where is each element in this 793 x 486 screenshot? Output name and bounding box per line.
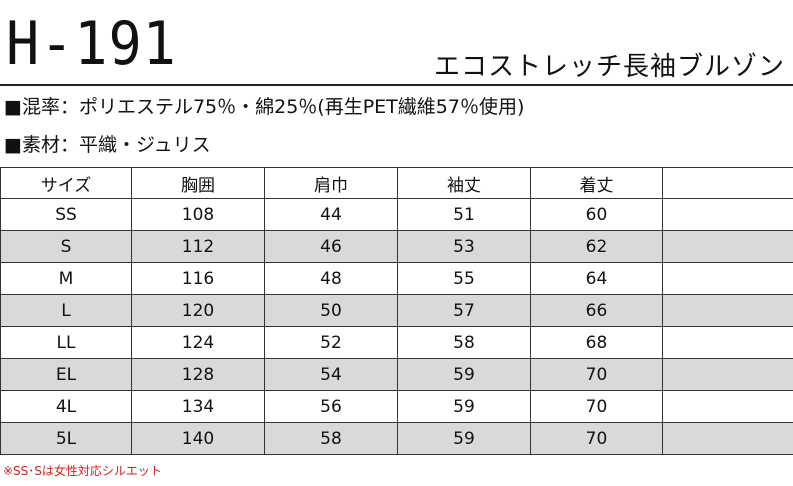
cell-sleeve: 57 <box>397 294 531 327</box>
cell-shoulder: 48 <box>264 262 398 295</box>
cell-chest: 116 <box>131 262 265 295</box>
table-row: S 112 46 53 62 <box>0 230 793 263</box>
cell-length: 64 <box>530 262 663 295</box>
header-cell-shoulder: 肩巾 <box>264 167 398 199</box>
table-row: EL 128 54 59 70 <box>0 358 793 391</box>
size-table: サイズ 胸囲 肩巾 袖丈 着丈 SS 108 44 51 60 S 112 46 53 62 M 11… <box>0 167 793 455</box>
cell-chest: 112 <box>131 230 265 263</box>
cell-length: 70 <box>530 390 663 423</box>
cell-extra <box>662 390 793 423</box>
cell-chest: 140 <box>131 422 265 455</box>
table-row: SS 108 44 51 60 <box>0 198 793 231</box>
table-row: 4L 134 56 59 70 <box>0 390 793 423</box>
spec-blend: ■混率：ポリエステル75％・綿25％(再生PET繊維57％使用) <box>4 96 525 118</box>
cell-size: L <box>0 294 132 327</box>
cell-chest: 128 <box>131 358 265 391</box>
cell-sleeve: 55 <box>397 262 531 295</box>
size-table-body: サイズ 胸囲 肩巾 袖丈 着丈 SS 108 44 51 60 S 112 46 53 62 M 11… <box>0 167 793 455</box>
cell-length: 70 <box>530 358 663 391</box>
cell-shoulder: 54 <box>264 358 398 391</box>
cell-extra <box>662 358 793 391</box>
cell-sleeve: 51 <box>397 198 531 231</box>
cell-shoulder: 58 <box>264 422 398 455</box>
cell-extra <box>662 230 793 263</box>
cell-extra <box>662 422 793 455</box>
cell-chest: 124 <box>131 326 265 359</box>
cell-size: 5L <box>0 422 132 455</box>
spec-material: ■素材：平織・ジュリス <box>4 134 211 156</box>
cell-sleeve: 59 <box>397 358 531 391</box>
cell-length: 70 <box>530 422 663 455</box>
cell-length: 62 <box>530 230 663 263</box>
cell-size: S <box>0 230 132 263</box>
header-cell-chest: 胸囲 <box>131 167 265 199</box>
table-row: 5L 140 58 59 70 <box>0 422 793 455</box>
cell-chest: 108 <box>131 198 265 231</box>
cell-chest: 134 <box>131 390 265 423</box>
table-row: LL 124 52 58 68 <box>0 326 793 359</box>
cell-extra <box>662 326 793 359</box>
cell-length: 68 <box>530 326 663 359</box>
cell-sleeve: 53 <box>397 230 531 263</box>
cell-shoulder: 44 <box>264 198 398 231</box>
header-cell-length: 着丈 <box>530 167 663 199</box>
cell-size: SS <box>0 198 132 231</box>
cell-shoulder: 50 <box>264 294 398 327</box>
cell-size: EL <box>0 358 132 391</box>
cell-size: 4L <box>0 390 132 423</box>
cell-length: 66 <box>530 294 663 327</box>
product-name: エコストレッチ長袖ブルゾン <box>433 52 785 82</box>
header-cell-extra <box>662 167 793 199</box>
silhouette-note: ※SS･Sは女性対応シルエット <box>3 464 162 478</box>
cell-shoulder: 46 <box>264 230 398 263</box>
table-row: L 120 50 57 66 <box>0 294 793 327</box>
cell-size: LL <box>0 326 132 359</box>
header-cell-sleeve: 袖丈 <box>397 167 531 199</box>
size-table-header-row: サイズ 胸囲 肩巾 袖丈 着丈 <box>0 167 793 199</box>
cell-size: M <box>0 262 132 295</box>
cell-sleeve: 58 <box>397 326 531 359</box>
cell-sleeve: 59 <box>397 422 531 455</box>
cell-extra <box>662 294 793 327</box>
table-row: M 116 48 55 64 <box>0 262 793 295</box>
header-divider <box>0 84 793 86</box>
cell-extra <box>662 198 793 231</box>
cell-sleeve: 59 <box>397 390 531 423</box>
header-cell-size: サイズ <box>0 167 132 199</box>
product-code: H-191 <box>6 9 177 79</box>
cell-shoulder: 52 <box>264 326 398 359</box>
cell-extra <box>662 262 793 295</box>
cell-shoulder: 56 <box>264 390 398 423</box>
cell-length: 60 <box>530 198 663 231</box>
cell-chest: 120 <box>131 294 265 327</box>
